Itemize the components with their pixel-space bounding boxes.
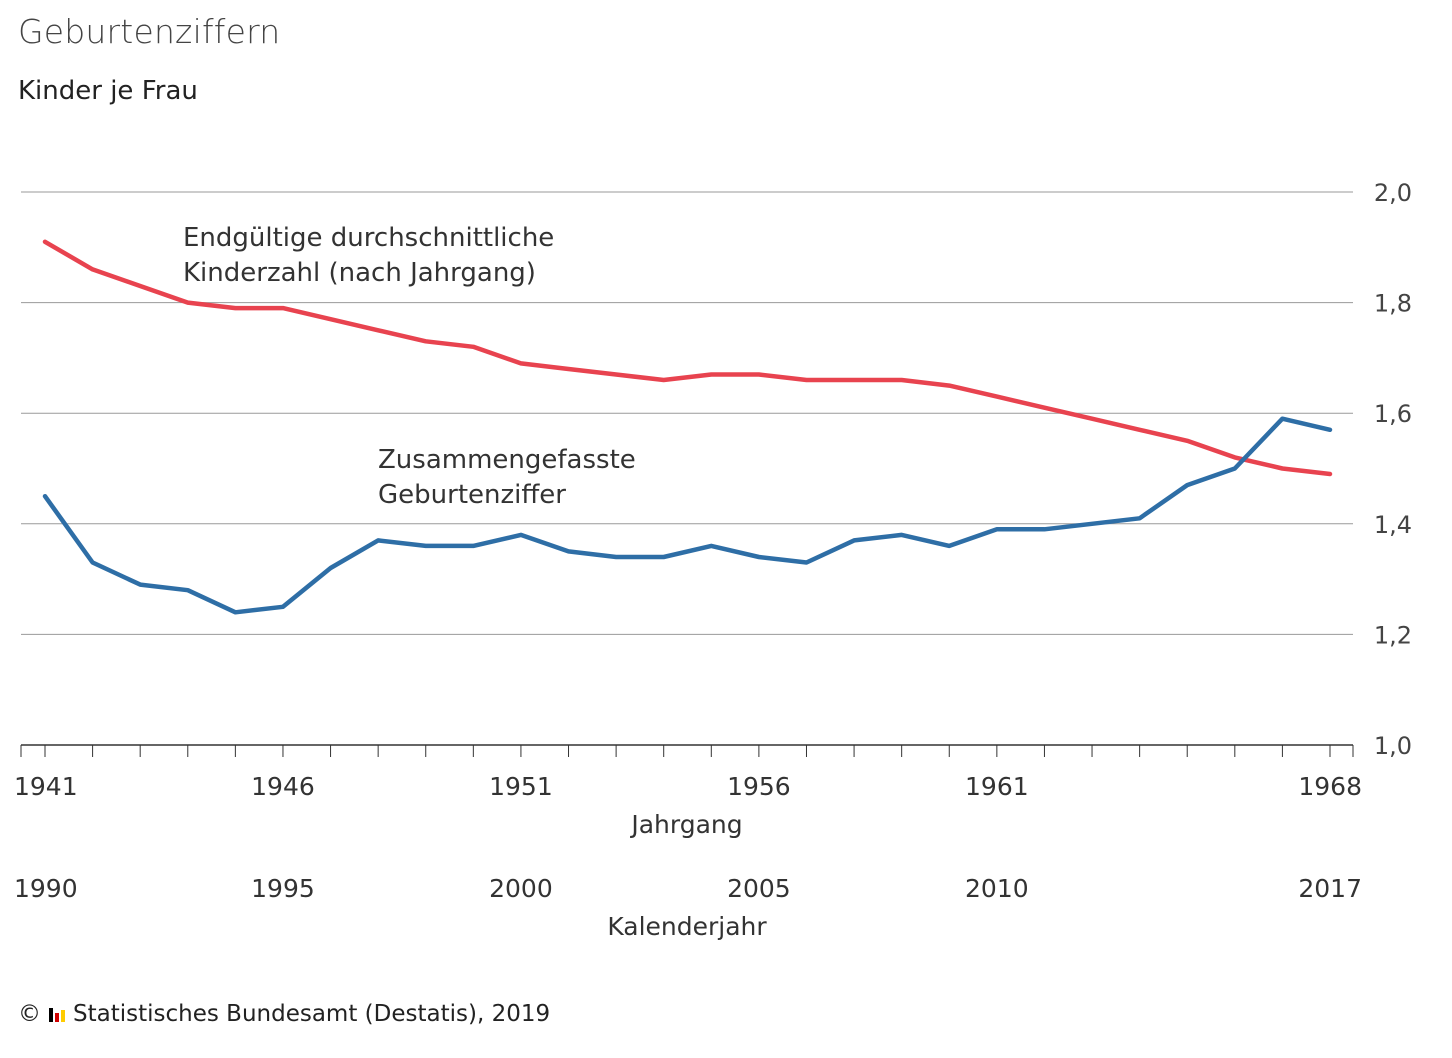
x-tick-label-kalenderjahr: 1990: [14, 874, 78, 903]
label-layer: 1,0 1,2 1,4 1,6 1,8 2,0 1941 1946 1951 1956 1961 19…: [14, 179, 1412, 941]
x-tick-label-jahrgang: 1961: [965, 772, 1029, 801]
chart-subtitle: Kinder je Frau: [18, 76, 198, 106]
x-tick-label-kalenderjahr: 2017: [1298, 874, 1362, 903]
x-tick-label-jahrgang: 1951: [489, 772, 553, 801]
series-line-kinderzahl: [42, 239, 1333, 477]
y-tick-label: 2,0: [1374, 179, 1412, 207]
y-tick-label: 1,6: [1374, 400, 1412, 428]
series-label-geburtenziffer: Geburtenziffer: [378, 480, 566, 510]
x-tick-label-jahrgang: 1946: [251, 772, 315, 801]
y-tick-label: 1,0: [1374, 732, 1412, 760]
series-label-kinderzahl: Endgültige durchschnittliche: [183, 223, 554, 253]
x-tick-label-kalenderjahr: 2010: [965, 874, 1029, 903]
x-tick-label-kalenderjahr: 1995: [251, 874, 315, 903]
series-label-kinderzahl: Kinderzahl (nach Jahrgang): [183, 258, 536, 288]
y-tick-label: 1,4: [1374, 511, 1412, 539]
series-label-geburtenziffer: Zusammengefasste: [378, 445, 636, 475]
series-line-geburtenziffer: [42, 416, 1333, 615]
series-layer: [42, 239, 1333, 615]
x-axis-label-kalenderjahr: Kalenderjahr: [607, 912, 767, 941]
x-tick-label-jahrgang: 1941: [14, 772, 78, 801]
copyright-symbol: ©: [18, 1001, 41, 1027]
source-credit: © Statistisches Bundesamt (Destatis), 20…: [18, 1001, 550, 1027]
line-chart: 1,0 1,2 1,4 1,6 1,8 2,0 1941 1946 1951 1956 1961 19…: [14, 179, 1412, 941]
x-tick-label-jahrgang: 1968: [1298, 772, 1362, 801]
source-text: Statistisches Bundesamt (Destatis), 2019: [73, 1001, 551, 1027]
x-axis-label-jahrgang: Jahrgang: [629, 810, 742, 839]
x-tick-label-kalenderjahr: 2000: [489, 874, 553, 903]
axis-layer: [20, 745, 1354, 757]
x-tick-label-jahrgang: 1956: [727, 772, 791, 801]
grid-layer: [21, 191, 1353, 746]
chart-title: Geburtenziffern: [18, 12, 281, 51]
destatis-logo-icon: [49, 1006, 65, 1022]
y-tick-label: 1,8: [1374, 290, 1412, 318]
y-tick-label: 1,2: [1374, 621, 1412, 649]
x-tick-label-kalenderjahr: 2005: [727, 874, 791, 903]
